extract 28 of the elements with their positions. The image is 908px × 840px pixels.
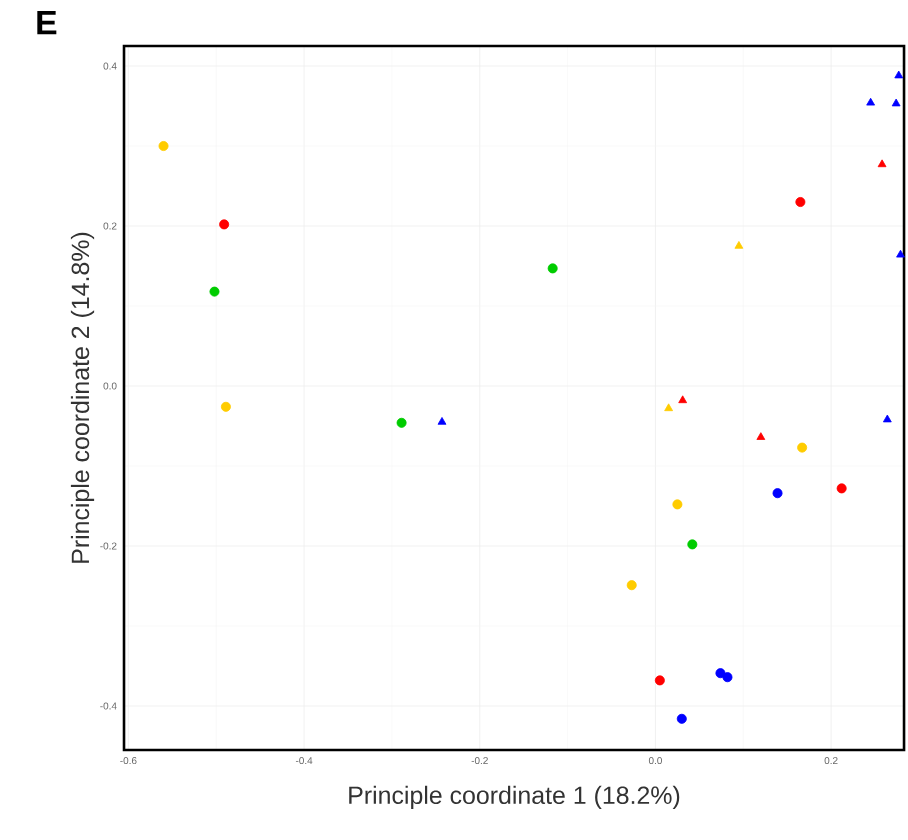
point [877,159,887,168]
point [797,442,808,453]
x-axis-title: Principle coordinate 1 (18.2%) [349,785,680,809]
point [676,713,687,724]
point [882,414,892,423]
point [866,97,876,106]
point [687,539,698,550]
point [437,417,447,425]
point [626,580,637,591]
point [795,197,806,207]
point [678,395,688,404]
point [654,675,665,686]
point [220,401,231,412]
point [734,241,744,249]
point [547,263,558,274]
point [219,219,230,230]
point [772,488,783,499]
point [672,499,683,510]
point [756,432,766,440]
point [715,668,726,679]
point [664,403,673,412]
chart-title: E [37,11,57,35]
point [396,417,407,428]
point [209,286,220,297]
y-axis-title: Principle coordinate 2 (14.8%) [70,232,95,563]
point [722,672,733,683]
point [158,141,169,151]
point [836,483,847,494]
